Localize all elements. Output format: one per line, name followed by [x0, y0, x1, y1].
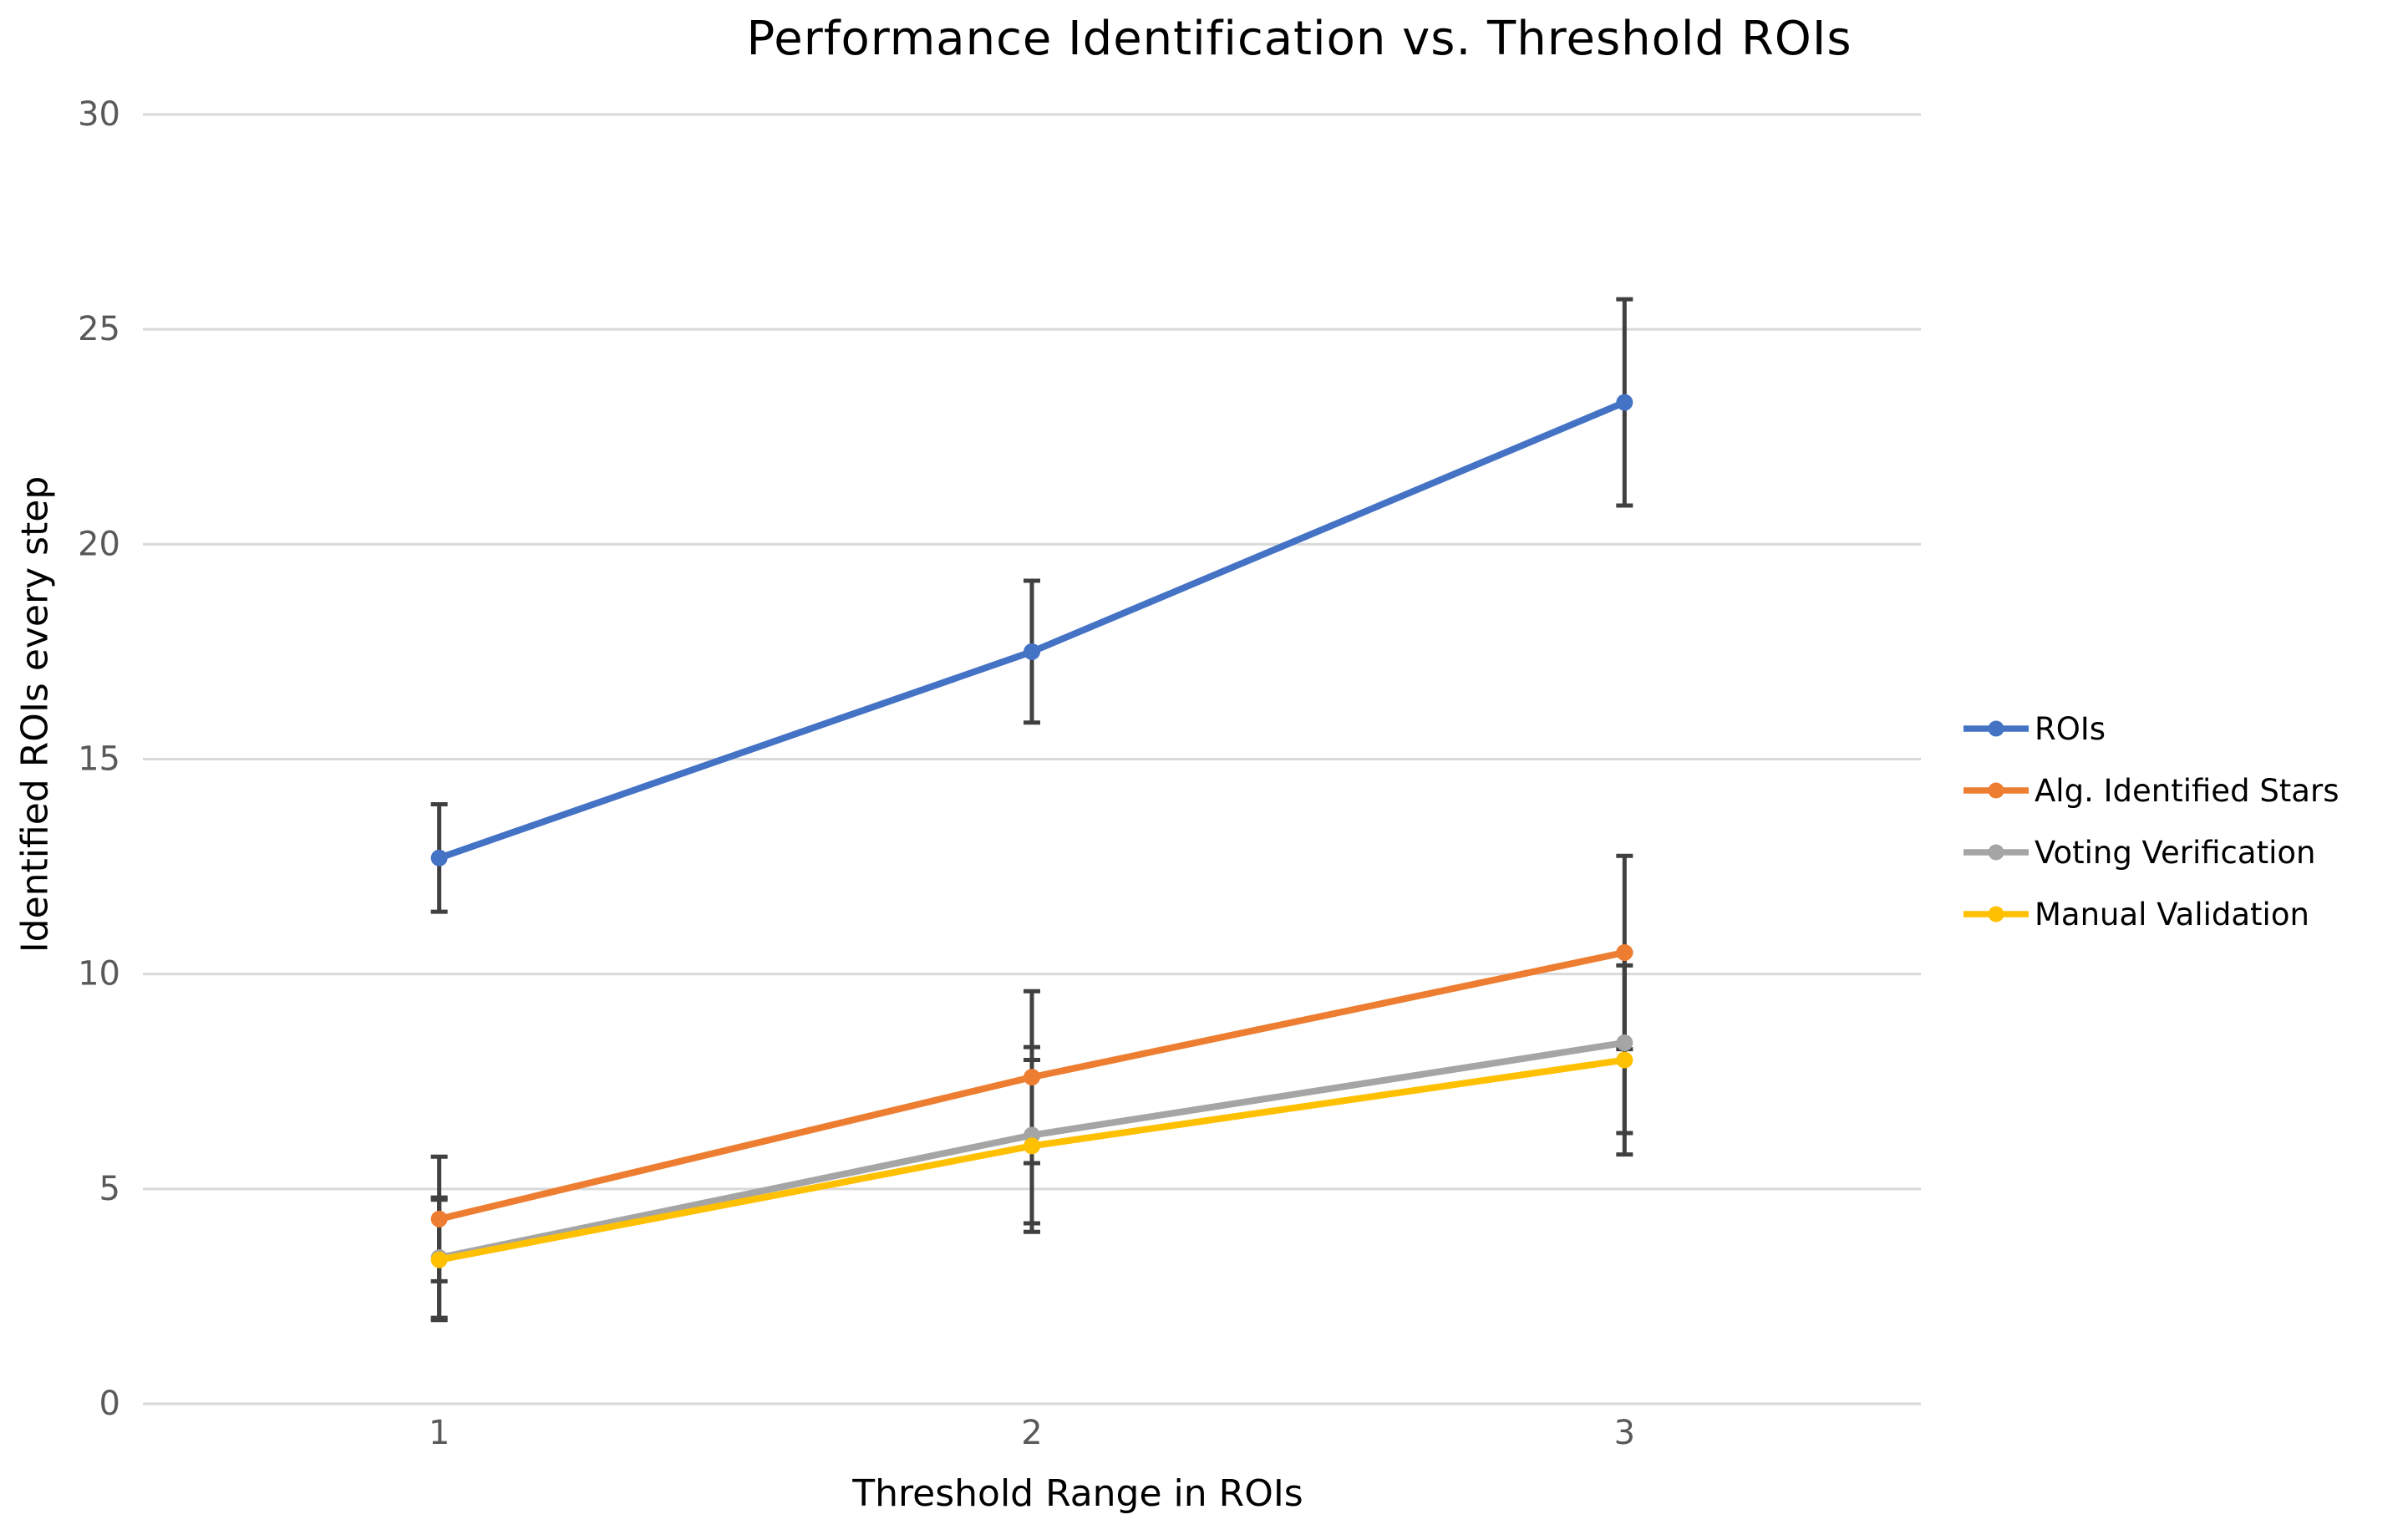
- y-tick-label: 30: [78, 95, 120, 134]
- legend-item-voting-verification: Voting Verification: [1963, 821, 2339, 883]
- legend-marker-icon: [1963, 844, 2029, 861]
- legend: ROIs Alg. Identified Stars Voting Verifica…: [1963, 698, 2339, 945]
- data-point-rois: [1024, 643, 1040, 660]
- legend-marker-icon: [1963, 906, 2029, 922]
- data-point-rois: [430, 849, 448, 867]
- data-point-alg-identified-stars: [1616, 943, 1633, 961]
- legend-label: Manual Validation: [2035, 896, 2309, 933]
- data-point-voting-verification: [1616, 1034, 1633, 1051]
- legend-item-rois: ROIs: [1963, 698, 2339, 760]
- y-tick-label: 5: [99, 1170, 120, 1208]
- x-tick-label: 2: [1021, 1414, 1042, 1452]
- x-tick-label: 1: [429, 1414, 450, 1452]
- legend-label: Alg. Identified Stars: [2035, 772, 2339, 809]
- y-tick-label: 25: [78, 310, 120, 348]
- legend-label: ROIs: [2035, 710, 2106, 747]
- data-point-rois: [1616, 394, 1633, 411]
- chart-title: Performance Identification vs. Threshold…: [746, 12, 1852, 66]
- legend-item-alg-identified-stars: Alg. Identified Stars: [1963, 760, 2339, 821]
- y-axis-title: Identified ROIs every step: [13, 475, 57, 953]
- y-tick-label: 20: [78, 525, 120, 563]
- y-tick-label: 10: [78, 955, 120, 994]
- data-point-manual-validation: [1024, 1137, 1040, 1155]
- data-point-alg-identified-stars: [1024, 1069, 1040, 1086]
- legend-marker-icon: [1963, 720, 2029, 737]
- y-tick-label: 15: [78, 740, 120, 779]
- y-tick-label: 0: [99, 1385, 120, 1423]
- legend-label: Voting Verification: [2035, 834, 2316, 871]
- legend-marker-icon: [1963, 782, 2029, 799]
- x-axis-title: Threshold Range in ROIs: [852, 1472, 1303, 1515]
- x-tick-label: 3: [1614, 1414, 1635, 1452]
- data-point-manual-validation: [1616, 1051, 1633, 1069]
- data-point-manual-validation: [430, 1251, 448, 1268]
- legend-item-manual-validation: Manual Validation: [1963, 883, 2339, 945]
- data-point-alg-identified-stars: [430, 1210, 448, 1227]
